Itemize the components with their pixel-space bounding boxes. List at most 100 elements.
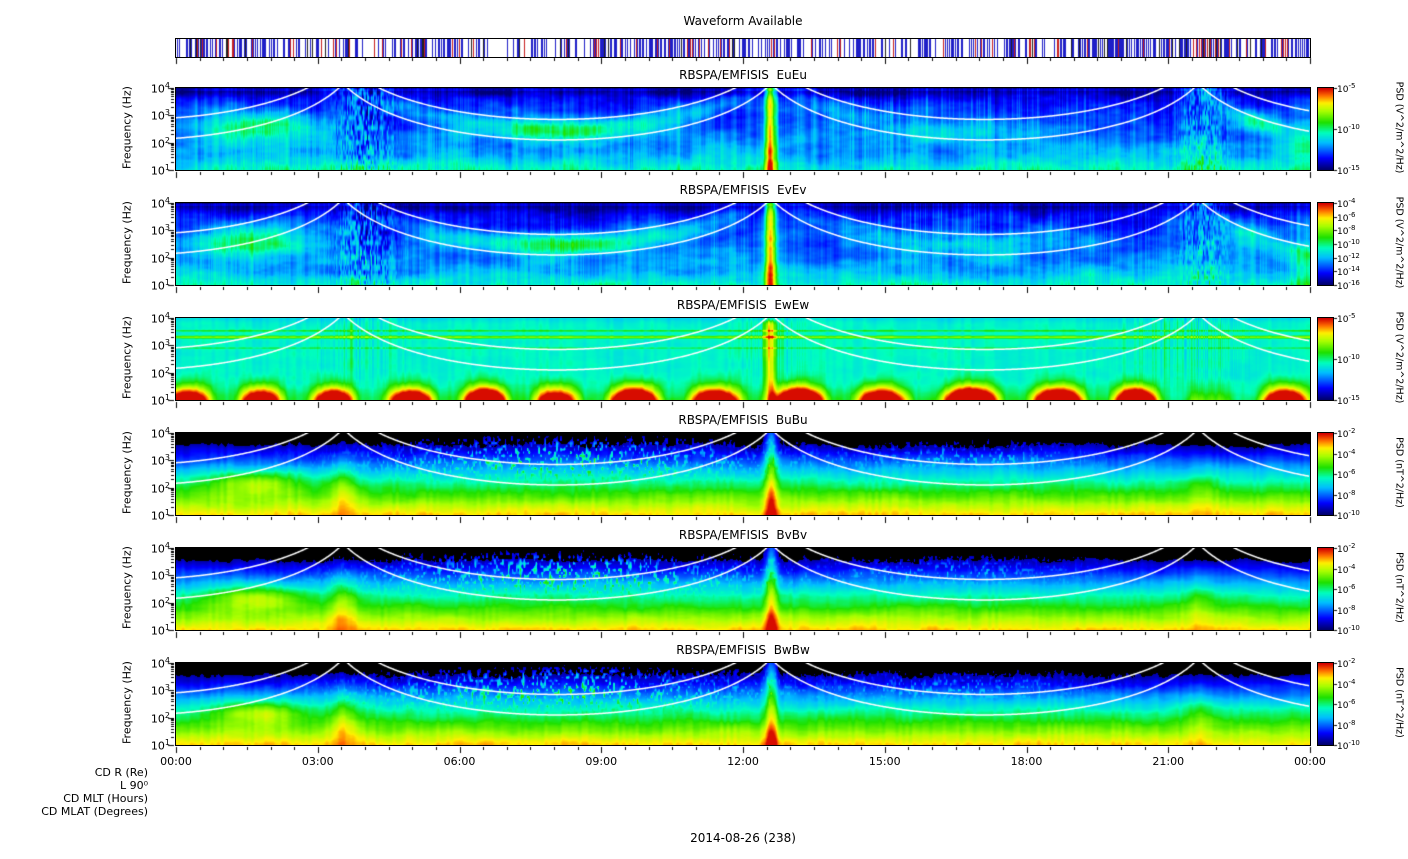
colorbar-tick-exponent: -5: [1348, 312, 1356, 320]
colorbar-bvbv: [1317, 547, 1334, 631]
spectrogram-bubu: [175, 432, 1311, 516]
y-tick-exponent: 3: [164, 453, 170, 463]
y-tick-label: 101: [128, 278, 170, 293]
spectrogram-bwbw: [175, 662, 1311, 746]
colorbar-tick-mantissa: 10: [1337, 85, 1349, 95]
colorbar-tick-mantissa: 10: [1337, 512, 1349, 522]
colorbar-ewew: [1317, 317, 1334, 401]
y-tick-exponent: 4: [164, 81, 170, 90]
y-tick-label: 101: [128, 163, 170, 178]
colorbar-tick-label: 10-2: [1337, 542, 1355, 555]
y-tick-exponent: 2: [164, 250, 170, 260]
colorbar-tick-mantissa: 10: [1337, 254, 1349, 265]
colorbar-tick-label: 10-8: [1337, 224, 1355, 237]
colorbar-tick-mantissa: 10: [1337, 315, 1349, 325]
x-tick-label: 15:00: [868, 755, 901, 768]
y-tick-mantissa: 10: [150, 739, 165, 753]
colorbar-tick-exponent: -4: [1348, 447, 1356, 456]
y-tick-label: 104: [128, 196, 170, 211]
panel-title-bwbw: RBSPA/EMFISIS BwBw: [676, 643, 810, 657]
y-tick-exponent: 3: [164, 108, 170, 118]
colorbar-tick-label: 10-14: [1337, 265, 1360, 278]
y-tick-label: 101: [128, 738, 170, 753]
colorbar-tick-mantissa: 10: [1337, 282, 1349, 292]
colorbar-tick-exponent: -15: [1348, 394, 1360, 402]
y-tick-mantissa: 10: [150, 542, 165, 556]
y-tick-label: 104: [128, 656, 170, 671]
spectrogram-ewew: [175, 317, 1311, 401]
colorbar-tick-exponent: -8: [1348, 718, 1356, 727]
colorbar-tick-exponent: -14: [1348, 265, 1360, 274]
y-tick-label: 103: [128, 223, 170, 238]
panel-title-bvbv: RBSPA/EMFISIS BvBv: [678, 528, 808, 542]
colorbar-tick-label: 10-12: [1337, 252, 1360, 265]
y-tick-label: 102: [128, 251, 170, 266]
footer-label-l90: L 90⁰: [119, 779, 148, 792]
panel-title-eueu: RBSPA/EMFISIS EuEu: [679, 68, 807, 82]
colorbar-tick-label: 10-2: [1337, 657, 1355, 670]
colorbar-tick-exponent: -8: [1348, 488, 1356, 497]
y-tick-exponent: 1: [164, 393, 170, 402]
y-tick-label: 102: [128, 136, 170, 151]
colorbar-tick-label: 10-4: [1337, 678, 1355, 691]
y-tick-exponent: 1: [164, 623, 170, 632]
y-tick-exponent: 2: [164, 480, 170, 490]
colorbar-tick-exponent: -6: [1348, 468, 1356, 476]
y-tick-mantissa: 10: [150, 509, 165, 523]
colorbar-tick-mantissa: 10: [1337, 742, 1349, 752]
y-tick-label: 103: [128, 338, 170, 353]
colorbar-tick-exponent: -6: [1348, 210, 1356, 219]
y-tick-exponent: 4: [164, 311, 170, 320]
colorbar-tick-mantissa: 10: [1337, 213, 1349, 224]
y-tick-mantissa: 10: [150, 657, 165, 671]
y-tick-exponent: 3: [164, 568, 170, 578]
colorbar-tick-mantissa: 10: [1337, 545, 1349, 555]
y-tick-mantissa: 10: [150, 197, 165, 211]
y-tick-exponent: 1: [164, 278, 170, 287]
x-tick-label: 21:00: [1152, 755, 1185, 768]
panel-title-bubu: RBSPA/EMFISIS BuBu: [678, 413, 808, 427]
y-tick-label: 101: [128, 393, 170, 408]
colorbar-tick-mantissa: 10: [1337, 167, 1349, 177]
y-tick-label: 103: [128, 108, 170, 123]
y-tick-mantissa: 10: [150, 137, 165, 151]
colorbar-tick-exponent: -10: [1348, 123, 1360, 131]
colorbar-tick-label: 10-4: [1337, 197, 1355, 210]
y-tick-exponent: 2: [164, 710, 170, 720]
y-tick-exponent: 1: [164, 738, 170, 747]
colorbar-tick-mantissa: 10: [1337, 471, 1349, 481]
colorbar-tick-exponent: -4: [1348, 197, 1356, 205]
colorbar-tick-label: 10-10: [1337, 509, 1360, 522]
y-tick-mantissa: 10: [150, 109, 165, 123]
colorbar-tick-label: 10-2: [1337, 427, 1355, 440]
colorbar-tick-mantissa: 10: [1337, 450, 1349, 461]
colorbar-tick-mantissa: 10: [1337, 606, 1349, 617]
x-tick-label: 00:00: [1294, 755, 1326, 768]
colorbar-tick-mantissa: 10: [1337, 356, 1349, 366]
colorbar-tick-mantissa: 10: [1337, 241, 1349, 251]
colorbar-tick-label: 10-6: [1337, 698, 1355, 711]
colorbar-tick-exponent: -12: [1348, 251, 1360, 260]
colorbar-tick-mantissa: 10: [1337, 680, 1349, 691]
colorbar-tick-label: 10-10: [1337, 238, 1360, 251]
colorbar-tick-label: 10-10: [1337, 123, 1360, 136]
y-tick-exponent: 3: [164, 338, 170, 348]
y-tick-exponent: 2: [164, 135, 170, 145]
colorbar-eueu: [1317, 87, 1334, 171]
y-tick-mantissa: 10: [150, 624, 165, 638]
y-tick-label: 102: [128, 711, 170, 726]
y-tick-label: 102: [128, 481, 170, 496]
y-tick-exponent: 4: [164, 426, 170, 435]
colorbar-tick-label: 10-5: [1337, 82, 1355, 95]
colorbar-tick-label: 10-8: [1337, 604, 1355, 617]
frequency-axis-label: Frequency (Hz): [120, 661, 134, 744]
y-tick-label: 104: [128, 426, 170, 441]
y-tick-mantissa: 10: [150, 279, 165, 293]
colorbar-tick-label: 10-5: [1337, 312, 1355, 325]
colorbar-tick-label: 10-6: [1337, 468, 1355, 481]
y-tick-mantissa: 10: [150, 252, 165, 266]
footer-label-cd-mlat: CD MLAT (Degrees): [41, 805, 148, 818]
x-tick-label: 09:00: [585, 755, 618, 768]
y-tick-label: 102: [128, 596, 170, 611]
